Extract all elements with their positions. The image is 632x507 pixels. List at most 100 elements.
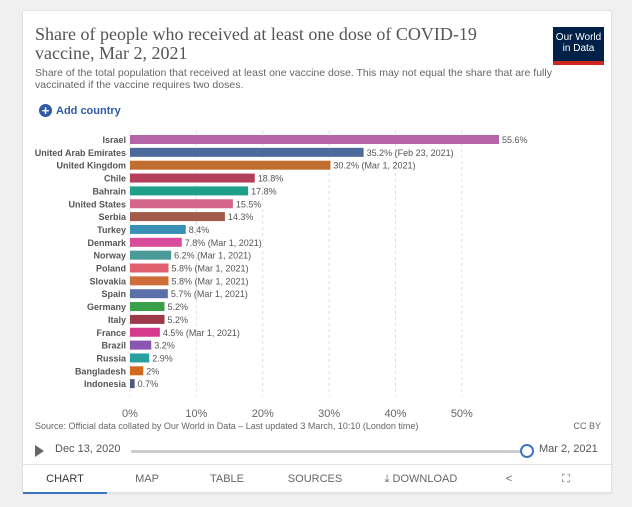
bar-united-states[interactable]: [130, 199, 233, 209]
category-label[interactable]: Denmark: [87, 238, 127, 248]
bar-denmark[interactable]: [130, 237, 182, 247]
bar-russia[interactable]: [130, 353, 150, 363]
add-country-button[interactable]: + Add country: [39, 104, 121, 117]
value-label: 2.9%: [152, 353, 173, 363]
bars: [130, 135, 499, 389]
value-label: 5.8% (Mar 1, 2021): [171, 264, 248, 274]
timeline: Dec 13, 2020 Mar 2, 2021: [23, 439, 613, 461]
bar-italy[interactable]: [130, 314, 165, 324]
x-tick-label: 10%: [185, 408, 207, 420]
license-link[interactable]: CC BY: [573, 421, 601, 431]
category-label[interactable]: Slovakia: [89, 276, 127, 286]
bar-chile[interactable]: [130, 173, 255, 183]
tab-map[interactable]: MAP: [107, 465, 187, 494]
fullscreen-icon: ⛶: [562, 473, 570, 485]
tab-sources-label: SOURCES: [287, 473, 343, 485]
tab-sources[interactable]: SOURCES: [267, 465, 363, 494]
category-label[interactable]: Spain: [101, 289, 126, 299]
tab-table-label: TABLE: [209, 473, 245, 485]
chart-card: Share of people who received at least on…: [22, 10, 613, 494]
tab-chart[interactable]: CHART: [23, 465, 107, 494]
value-label: 2%: [146, 366, 159, 376]
tab-download[interactable]: ⤓ DOWNLOAD: [363, 465, 479, 494]
tab-download-label: DOWNLOAD: [392, 473, 458, 485]
bar-turkey[interactable]: [130, 224, 186, 234]
category-label[interactable]: United Arab Emirates: [35, 148, 126, 158]
category-label[interactable]: France: [96, 328, 126, 338]
bar-france[interactable]: [130, 327, 160, 337]
logo-accent-bar: [553, 61, 604, 65]
value-label: 55.6%: [502, 135, 528, 145]
category-label[interactable]: Italy: [108, 315, 126, 325]
tab-map-label: MAP: [135, 473, 159, 485]
tab-chart-label: CHART: [46, 473, 84, 485]
bar-united-kingdom[interactable]: [130, 160, 331, 170]
category-label[interactable]: Norway: [93, 251, 126, 261]
plus-icon: +: [39, 104, 52, 117]
download-icon: ⤓: [384, 473, 390, 485]
bar-brazil[interactable]: [130, 340, 152, 350]
source-note: Source: Official data collated by Our Wo…: [35, 421, 419, 431]
value-label: 15.5%: [236, 199, 262, 209]
category-label[interactable]: United States: [68, 199, 126, 209]
chart-title: Share of people who received at least on…: [35, 24, 477, 63]
value-label: 0.7%: [138, 379, 159, 389]
value-label: 8.4%: [189, 225, 210, 235]
value-label: 30.2% (Mar 1, 2021): [333, 161, 415, 171]
x-tick-label: 20%: [252, 408, 274, 420]
category-label[interactable]: Chile: [104, 174, 126, 184]
category-label[interactable]: Poland: [96, 264, 126, 274]
category-label[interactable]: Turkey: [97, 225, 126, 235]
category-label[interactable]: Israel: [102, 135, 126, 145]
value-label: 5.8% (Mar 1, 2021): [171, 276, 248, 286]
category-label[interactable]: Serbia: [98, 212, 127, 222]
value-label: 4.5% (Mar 1, 2021): [163, 328, 240, 338]
value-label: 6.2% (Mar 1, 2021): [174, 251, 251, 261]
timeline-handle[interactable]: [520, 444, 534, 458]
add-country-label: Add country: [56, 104, 121, 117]
category-label[interactable]: Brazil: [101, 341, 126, 351]
bar-united-arab-emirates[interactable]: [130, 147, 364, 157]
fullscreen-button[interactable]: ⛶: [539, 465, 593, 494]
bar-serbia[interactable]: [130, 212, 225, 222]
chart-subtitle: Share of the total population that recei…: [35, 67, 552, 91]
share-icon: <: [505, 473, 513, 485]
timeline-end-date[interactable]: Mar 2, 2021: [539, 443, 598, 455]
category-label[interactable]: Germany: [87, 302, 126, 312]
category-label[interactable]: Russia: [96, 353, 127, 363]
category-labels: Israel United Arab Emirates United Kingdom…: [35, 135, 127, 389]
bar-spain[interactable]: [130, 289, 168, 299]
bar-indonesia[interactable]: [130, 379, 135, 389]
value-label: 5.2%: [168, 302, 189, 312]
x-tick-label: 50%: [451, 408, 473, 420]
category-label[interactable]: Indonesia: [84, 379, 127, 389]
play-icon[interactable]: [35, 445, 44, 457]
x-axis-ticks: 0% 10% 20% 30% 40% 50%: [122, 408, 473, 420]
bar-poland[interactable]: [130, 263, 169, 273]
x-tick-label: 40%: [384, 408, 406, 420]
bar-israel[interactable]: [130, 135, 499, 144]
value-label: 5.7% (Mar 1, 2021): [171, 289, 248, 299]
x-tick-label: 0%: [122, 408, 138, 420]
bar-slovakia[interactable]: [130, 276, 169, 286]
timeline-start-date[interactable]: Dec 13, 2020: [55, 443, 121, 455]
share-button[interactable]: <: [479, 465, 539, 494]
bar-norway[interactable]: [130, 250, 172, 260]
value-label: 18.8%: [258, 174, 284, 184]
bar-bangladesh[interactable]: [130, 366, 144, 376]
bar-bahrain[interactable]: [130, 186, 249, 196]
logo-text: Our World in Data: [555, 32, 602, 54]
bar-germany[interactable]: [130, 302, 165, 312]
timeline-track[interactable]: [131, 450, 525, 453]
value-label: 3.2%: [154, 341, 175, 351]
owid-logo[interactable]: Our World in Data: [553, 27, 604, 65]
category-label[interactable]: Bahrain: [92, 186, 126, 196]
category-label[interactable]: United Kingdom: [57, 161, 127, 171]
tab-table[interactable]: TABLE: [187, 465, 267, 494]
value-label: 7.8% (Mar 1, 2021): [185, 238, 262, 248]
x-tick-label: 30%: [318, 408, 340, 420]
value-label: 35.2% (Feb 23, 2021): [367, 148, 454, 158]
value-label: 14.3%: [228, 212, 254, 222]
value-label: 17.8%: [251, 186, 277, 196]
category-label[interactable]: Bangladesh: [75, 366, 126, 376]
